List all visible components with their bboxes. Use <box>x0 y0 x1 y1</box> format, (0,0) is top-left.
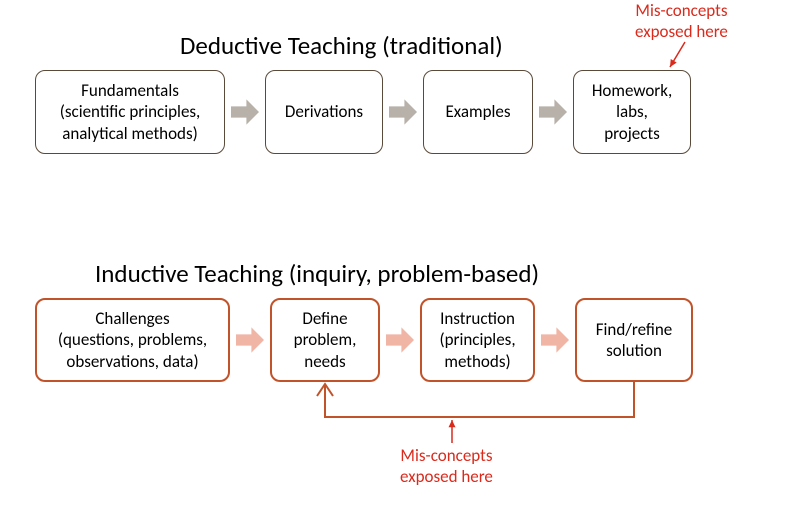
flow-box-d1: Fundamentals (scientific principles, ana… <box>35 70 225 154</box>
flow-box-i3: Instruction (principles, methods) <box>420 298 535 382</box>
flow-arrow-icon <box>386 326 414 354</box>
flow-box-i4: Find/refine solution <box>575 298 693 382</box>
deductive-annotation: Mis-concepts exposed here <box>635 0 728 43</box>
flow-box-i2: Define problem, needs <box>270 298 380 382</box>
flow-box-d4: Homework, labs, projects <box>573 70 691 154</box>
flow-arrow-icon <box>539 98 567 126</box>
feedback-loop-arrowhead-icon <box>317 384 333 396</box>
inductive-flow: Challenges (questions, problems, observa… <box>35 298 693 382</box>
feedback-loop-path <box>325 382 634 417</box>
flow-arrow-icon <box>231 98 259 126</box>
inductive-title: Inductive Teaching (inquiry, problem-bas… <box>95 258 539 289</box>
flow-box-i1: Challenges (questions, problems, observa… <box>35 298 230 382</box>
inductive-annotation: Mis-concepts exposed here <box>400 445 493 488</box>
flow-arrow-icon <box>389 98 417 126</box>
flow-box-d3: Examples <box>423 70 533 154</box>
deductive-flow: Fundamentals (scientific principles, ana… <box>35 70 691 154</box>
pointer-arrow-icon <box>670 42 685 67</box>
flow-arrow-icon <box>236 326 264 354</box>
pointer-arrow-icon <box>449 420 456 443</box>
deductive-title: Deductive Teaching (traditional) <box>180 30 503 61</box>
flow-arrow-icon <box>541 326 569 354</box>
flow-box-d2: Derivations <box>265 70 383 154</box>
